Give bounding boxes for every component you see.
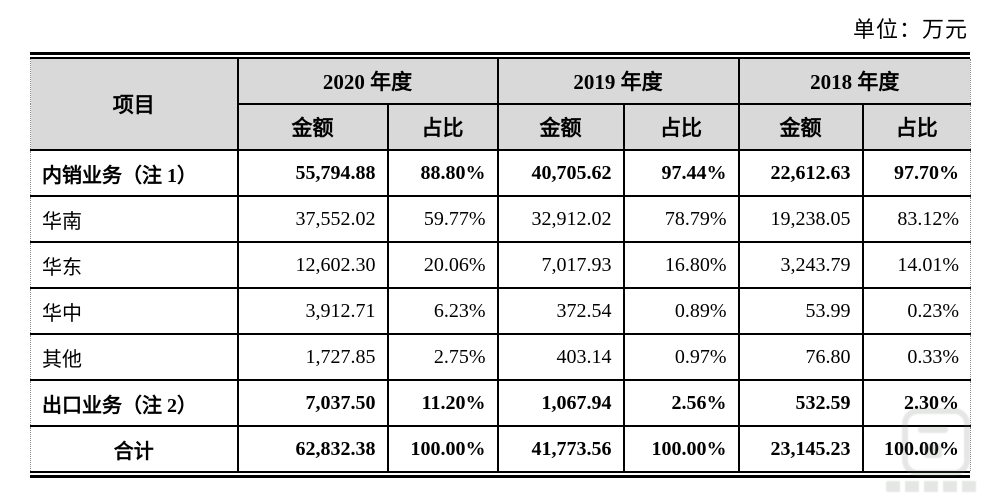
table-row-domestic: 内销业务（注 1） 55,794.88 88.80% 40,705.62 97.… <box>30 149 971 197</box>
header-amount-2019: 金额 <box>496 103 625 151</box>
cell-ratio-2018: 14.01% <box>861 241 971 289</box>
cell-ratio-2018: 2.30% <box>861 379 971 427</box>
cell-amount-2020: 12,602.30 <box>236 241 389 289</box>
header-ratio-2019: 占比 <box>622 103 740 151</box>
cell-ratio-2020: 20.06% <box>386 241 499 289</box>
cell-ratio-2019: 2.56% <box>622 379 740 427</box>
cell-amount-2019: 1,067.94 <box>496 379 625 427</box>
table-row-central-china: 华中 3,912.71 6.23% 372.54 0.89% 53.99 0.2… <box>30 287 971 335</box>
header-row-years: 项目 2020 年度 2019 年度 2018 年度 <box>30 59 971 151</box>
cell-ratio-2020: 100.00% <box>386 425 499 471</box>
cell-amount-2020: 62,832.38 <box>236 425 389 471</box>
row-label: 华南 <box>30 195 239 243</box>
cell-amount-2019: 372.54 <box>496 287 625 335</box>
cell-ratio-2020: 59.77% <box>386 195 499 243</box>
table-row-export: 出口业务（注 2） 7,037.50 11.20% 1,067.94 2.56%… <box>30 379 971 427</box>
unit-label: 单位：万元 <box>852 17 968 42</box>
row-label: 内销业务（注 1） <box>30 149 239 197</box>
table-row-south-china: 华南 37,552.02 59.77% 32,912.02 78.79% 19,… <box>30 195 971 243</box>
cell-amount-2018: 532.59 <box>737 379 864 427</box>
cell-amount-2018: 19,238.05 <box>737 195 864 243</box>
cell-amount-2019: 41,773.56 <box>496 425 625 471</box>
cell-amount-2018: 23,145.23 <box>737 425 864 471</box>
cell-amount-2020: 7,037.50 <box>236 379 389 427</box>
cell-amount-2018: 76.80 <box>737 333 864 381</box>
cell-ratio-2020: 88.80% <box>386 149 499 197</box>
watermark-caption <box>886 481 978 492</box>
cell-amount-2020: 1,727.85 <box>236 333 389 381</box>
cell-amount-2018: 53.99 <box>737 287 864 335</box>
cell-ratio-2019: 78.79% <box>622 195 740 243</box>
header-amount-2018: 金额 <box>737 103 864 151</box>
cell-amount-2019: 32,912.02 <box>496 195 625 243</box>
cell-ratio-2019: 0.89% <box>622 287 740 335</box>
row-label: 华中 <box>30 287 239 335</box>
table-row-east-china: 华东 12,602.30 20.06% 7,017.93 16.80% 3,24… <box>30 241 971 289</box>
cell-ratio-2019: 0.97% <box>622 333 740 381</box>
table-top-double-rule <box>30 52 970 59</box>
cell-ratio-2020: 11.20% <box>386 379 499 427</box>
header-item: 项目 <box>30 59 239 151</box>
cell-amount-2018: 3,243.79 <box>737 241 864 289</box>
cell-ratio-2019: 97.44% <box>622 149 740 197</box>
cell-amount-2020: 37,552.02 <box>236 195 389 243</box>
header-ratio-2020: 占比 <box>386 103 499 151</box>
cell-ratio-2019: 16.80% <box>622 241 740 289</box>
header-year-2019: 2019 年度 <box>496 59 740 105</box>
cell-ratio-2018: 83.12% <box>861 195 971 243</box>
data-table: 项目 2020 年度 2019 年度 2018 年度 金额 占比 金额 占比 金… <box>30 59 971 471</box>
cell-ratio-2020: 6.23% <box>386 287 499 335</box>
table-row-total: 合计 62,832.38 100.00% 41,773.56 100.00% 2… <box>30 425 971 471</box>
cell-ratio-2019: 100.00% <box>622 425 740 471</box>
header-year-2020: 2020 年度 <box>236 59 499 105</box>
table-row-other: 其他 1,727.85 2.75% 403.14 0.97% 76.80 0.3… <box>30 333 971 381</box>
row-label-total: 合计 <box>30 425 239 471</box>
header-year-2018: 2018 年度 <box>737 59 971 105</box>
header-row-measures: 金额 占比 金额 占比 金额 占比 <box>31 103 971 151</box>
row-label: 华东 <box>30 241 239 289</box>
cell-amount-2019: 7,017.93 <box>496 241 625 289</box>
row-label: 出口业务（注 2） <box>30 379 239 427</box>
row-label: 其他 <box>30 333 239 381</box>
cell-ratio-2018: 100.00% <box>861 425 971 471</box>
cell-ratio-2018: 0.23% <box>861 287 971 335</box>
cell-ratio-2020: 2.75% <box>386 333 499 381</box>
cell-amount-2018: 22,612.63 <box>737 149 864 197</box>
cell-amount-2019: 40,705.62 <box>496 149 625 197</box>
table-bottom-double-rule <box>30 471 970 478</box>
header-amount-2020: 金额 <box>237 103 389 151</box>
cell-amount-2019: 403.14 <box>496 333 625 381</box>
cell-ratio-2018: 97.70% <box>861 149 971 197</box>
header-ratio-2018: 占比 <box>861 103 971 151</box>
cell-amount-2020: 3,912.71 <box>236 287 389 335</box>
cell-ratio-2018: 0.33% <box>861 333 971 381</box>
revenue-by-region-table: 项目 2020 年度 2019 年度 2018 年度 金额 占比 金额 占比 金… <box>30 52 971 478</box>
cell-amount-2020: 55,794.88 <box>236 149 389 197</box>
